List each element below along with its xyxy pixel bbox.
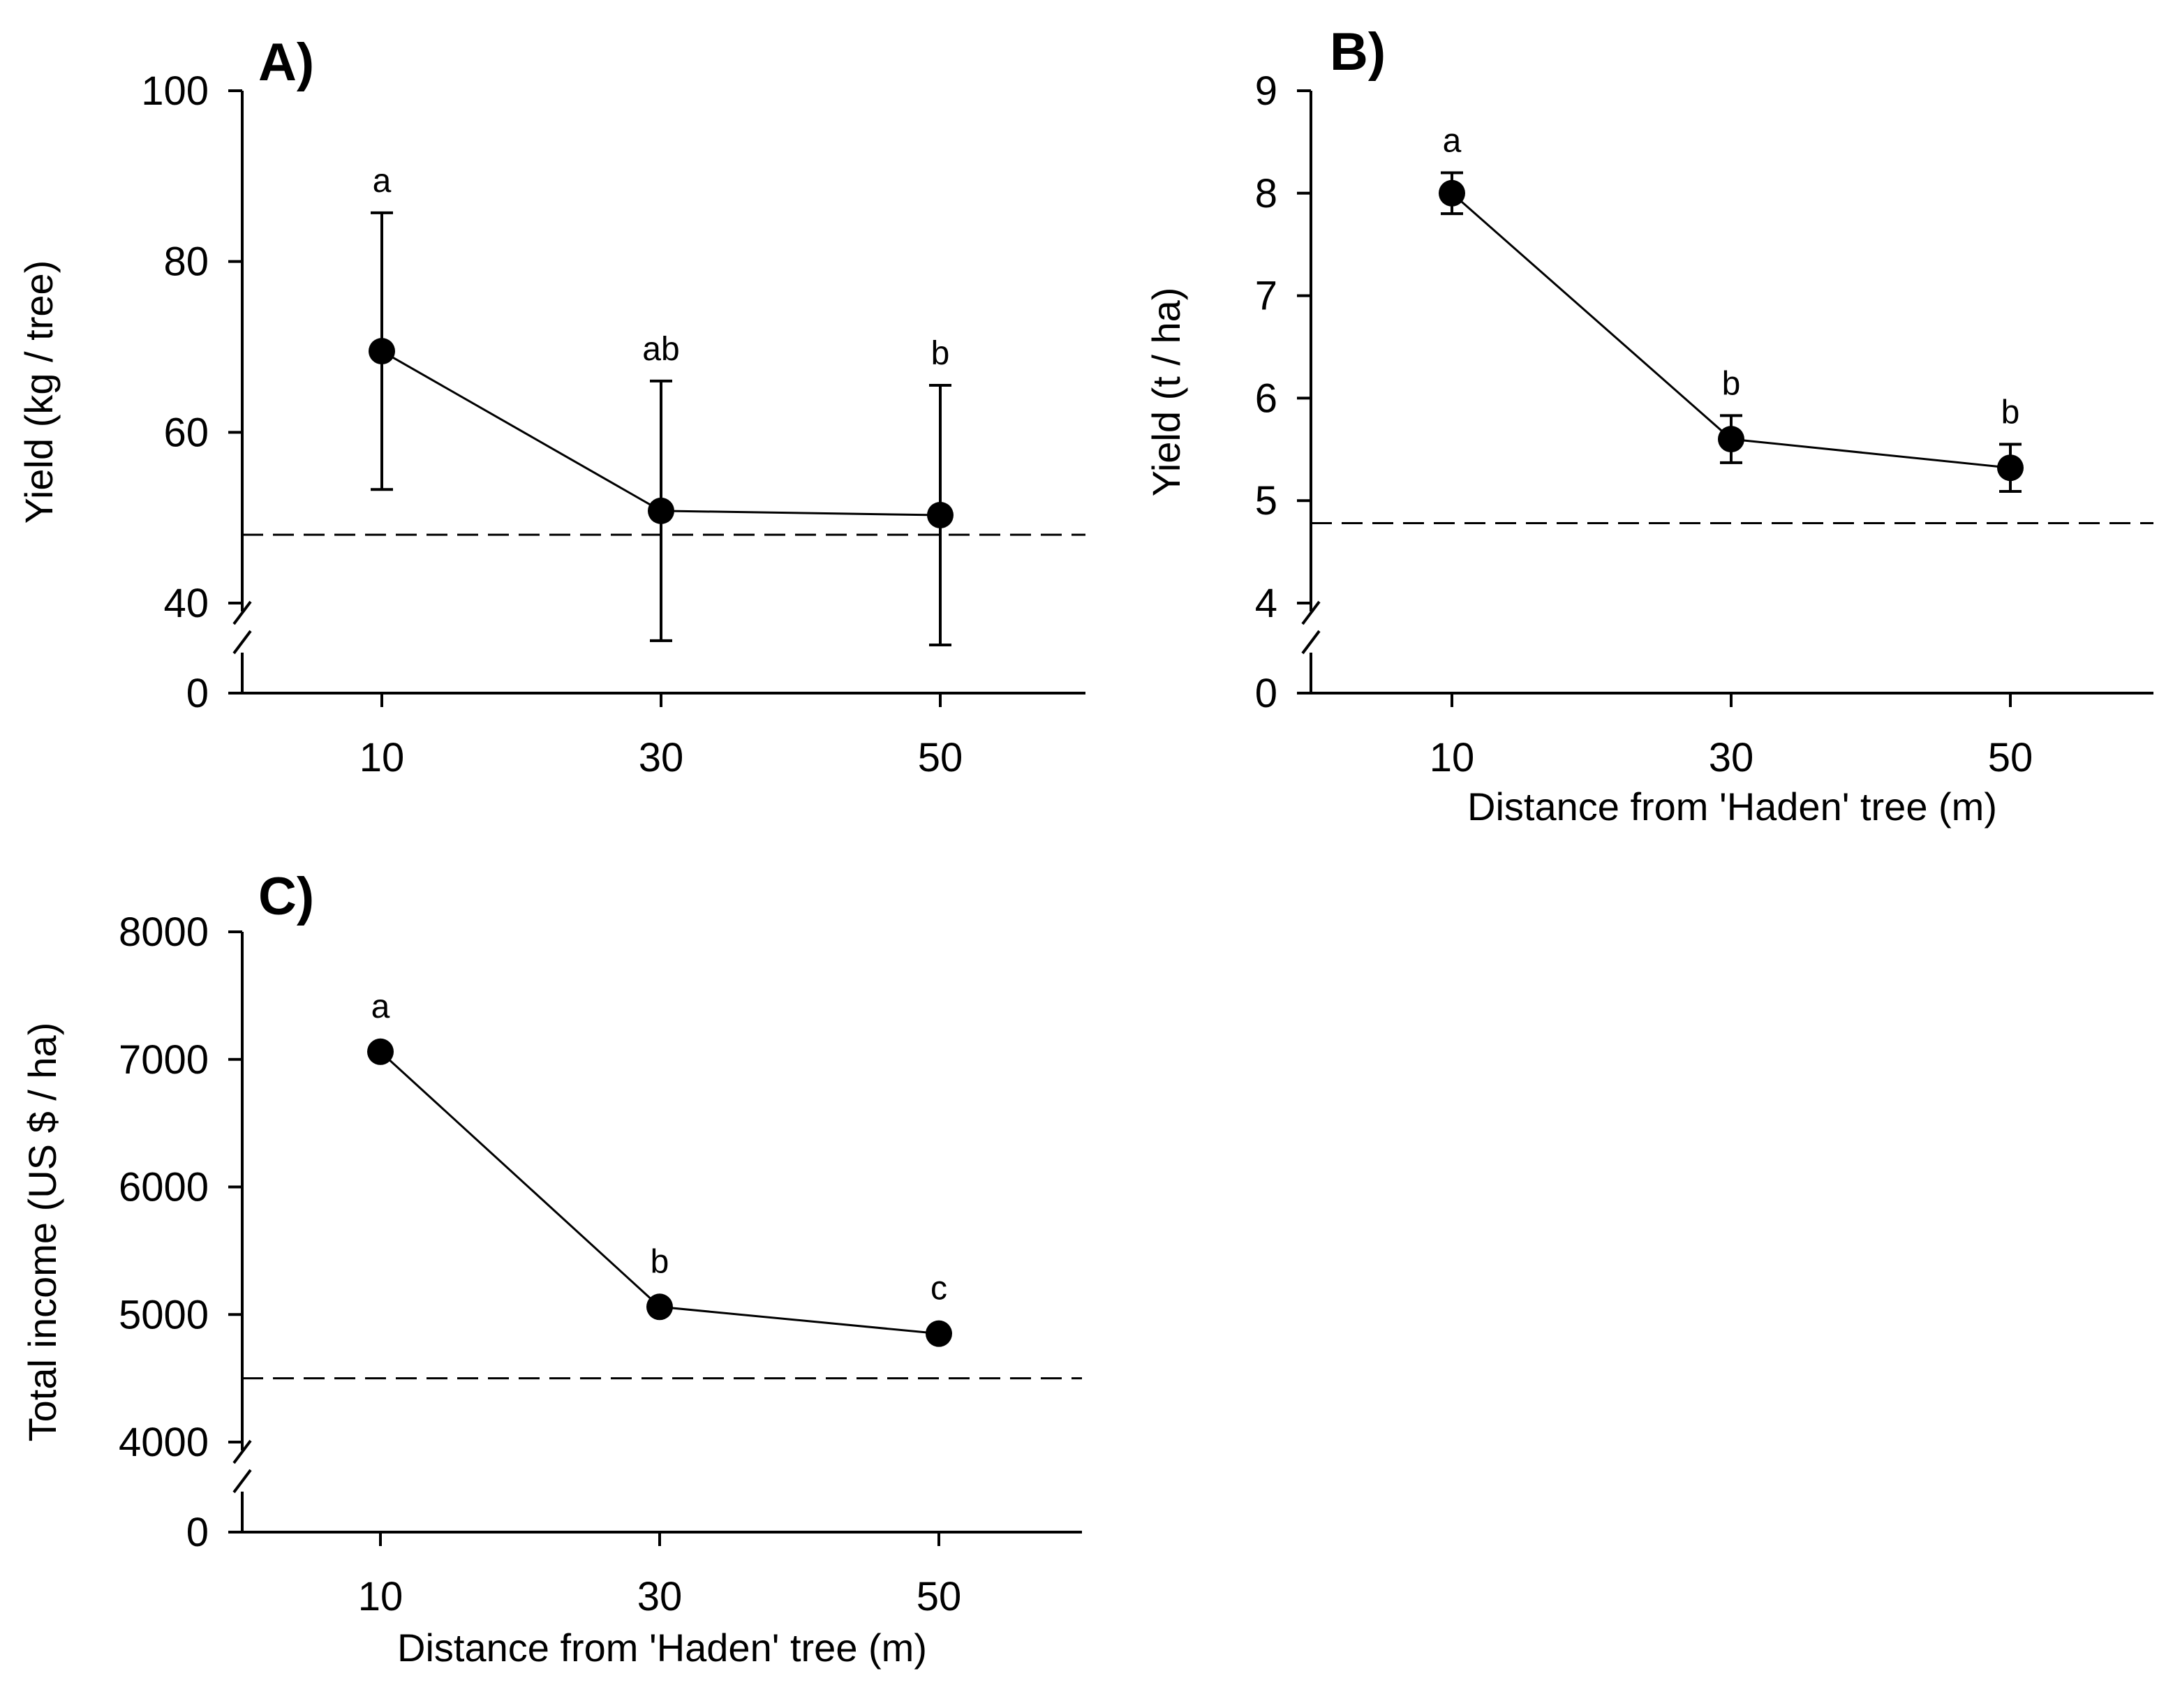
y-tick-label: 9	[1255, 68, 1277, 114]
data-point	[1718, 426, 1744, 453]
x-tick-label: 10	[359, 735, 405, 780]
y-tick-label: 80	[163, 239, 209, 285]
y-tick-label: 7000	[119, 1037, 209, 1083]
data-point	[927, 501, 954, 528]
y-tick-label: 7	[1255, 274, 1277, 319]
axis-break-mark	[1301, 630, 1321, 655]
significance-letter: ab	[642, 331, 679, 368]
y-tick-label: 8000	[119, 909, 209, 955]
x-tick-label: 30	[1709, 735, 1754, 780]
data-point	[926, 1320, 952, 1347]
x-tick-label: 30	[637, 1574, 683, 1619]
y-tick-label: 8	[1255, 171, 1277, 216]
y-tick-label: 4000	[119, 1420, 209, 1465]
data-point	[648, 497, 674, 524]
y-axis-title: Yield (kg / tree)	[17, 260, 61, 524]
panel-a: A) 40 60 80 100 0 10 30 50 Yield (kg / tree) a ab b	[17, 33, 1085, 780]
y-tick-label: 5000	[119, 1292, 209, 1337]
y-tick-label: 0	[186, 671, 209, 716]
axis-break-mark	[232, 600, 252, 625]
axis-break-mark	[232, 1439, 252, 1464]
y-tick-label: 6	[1255, 376, 1277, 421]
data-point	[369, 338, 395, 365]
series-line	[379, 1050, 940, 1335]
panel-b: B) 4 5 6 7 8 9 0 10 30 50 Yield (t / ha) Distance fr…	[1144, 22, 2153, 829]
significance-letter: b	[931, 335, 950, 372]
y-tick-label: 40	[163, 581, 209, 626]
data-point	[646, 1293, 673, 1321]
y-tick-label: 4	[1255, 581, 1277, 626]
x-axis-title: Distance from 'Haden' tree (m)	[1467, 785, 1997, 829]
data-point	[1439, 179, 1465, 207]
y-tick-label: 6000	[119, 1165, 209, 1210]
significance-letter: c	[930, 1270, 947, 1307]
x-tick-label: 10	[1430, 735, 1475, 780]
axis-break-mark	[232, 630, 252, 655]
x-tick-label: 30	[639, 735, 684, 780]
significance-letter: b	[1722, 365, 1741, 402]
data-point	[367, 1038, 394, 1065]
y-tick-label: 0	[186, 1510, 209, 1555]
y-tick-label: 5	[1255, 478, 1277, 523]
x-axis-title: Distance from 'Haden' tree (m)	[397, 1626, 927, 1670]
axis-break-mark	[1301, 600, 1321, 625]
panel-label: C)	[258, 867, 314, 926]
panel-c: C) 4000 5000 6000 7000 8000 0 10 30 50 Total incom…	[20, 867, 1082, 1670]
y-tick-label: 60	[163, 410, 209, 455]
x-tick-label: 10	[358, 1574, 403, 1619]
significance-letter: b	[651, 1243, 669, 1280]
data-point	[1997, 454, 2024, 482]
significance-letter: a	[1443, 122, 1462, 159]
panel-label: B)	[1330, 22, 1386, 82]
x-tick-label: 50	[1988, 735, 2033, 780]
y-tick-label: 0	[1255, 671, 1277, 716]
y-tick-label: 100	[141, 68, 209, 114]
significance-letter: b	[2001, 394, 2020, 431]
y-axis-title: Total income (US $ / ha)	[20, 1023, 64, 1442]
panel-label: A)	[258, 33, 314, 92]
axis-break-mark	[232, 1469, 252, 1494]
x-tick-label: 50	[918, 735, 963, 780]
y-axis-title: Yield (t / ha)	[1144, 288, 1188, 497]
significance-letter: a	[373, 163, 392, 200]
significance-letter: a	[371, 988, 390, 1025]
x-tick-label: 50	[917, 1574, 962, 1619]
